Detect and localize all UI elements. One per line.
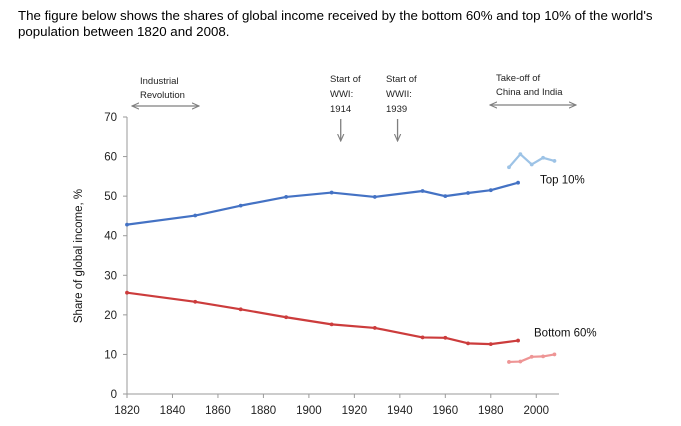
- data-point: [238, 307, 243, 312]
- data-point: [125, 222, 129, 227]
- annotation-takeoff-text: China and India: [496, 87, 563, 98]
- x-tick-label: 1940: [387, 405, 413, 417]
- series-label-bottom60: Bottom 60%: [534, 328, 597, 340]
- annotation-ww2-text: Start of: [386, 74, 417, 85]
- x-tick-label: 1840: [160, 405, 186, 417]
- series-label-top10: Top 10%: [540, 175, 585, 187]
- data-point: [420, 189, 425, 193]
- data-point: [372, 195, 377, 199]
- annotation-ww2-text: WWII:: [386, 89, 412, 100]
- x-tick-label: 1900: [296, 405, 322, 417]
- y-tick-label: 30: [104, 270, 117, 282]
- data-point: [552, 352, 557, 357]
- data-point: [193, 213, 198, 218]
- x-tick-label: 1960: [433, 405, 459, 417]
- annotation-takeoff-text: Take-off of: [496, 73, 541, 84]
- annotation-ww1-text: 1914: [330, 104, 351, 115]
- data-point: [466, 341, 470, 346]
- annotation-industrial-text: Industrial: [140, 76, 179, 87]
- data-point: [284, 195, 289, 199]
- data-point: [541, 354, 545, 359]
- data-point: [443, 194, 448, 199]
- annotation-industrial-text: Revolution: [140, 90, 185, 101]
- annotation-ww2-text: 1939: [386, 104, 407, 115]
- data-point: [125, 290, 129, 295]
- x-tick-label: 1880: [251, 405, 277, 417]
- y-tick-label: 20: [104, 310, 117, 322]
- data-point: [518, 152, 523, 157]
- data-point: [516, 338, 520, 343]
- y-tick-label: 0: [111, 389, 117, 401]
- x-tick-label: 2000: [523, 405, 549, 417]
- x-tick-label: 1820: [114, 405, 140, 417]
- data-point: [541, 155, 545, 160]
- annotation-ww1-text: WWI:: [330, 89, 353, 100]
- data-point: [420, 335, 425, 340]
- data-point: [466, 191, 470, 195]
- data-point: [529, 354, 534, 359]
- data-point: [372, 326, 377, 330]
- series-line-2: [126, 291, 519, 346]
- y-tick-label: 60: [104, 152, 117, 164]
- data-point: [529, 162, 534, 167]
- data-point: [329, 190, 334, 195]
- data-point: [443, 335, 448, 340]
- data-point: [507, 165, 511, 170]
- data-point: [552, 159, 557, 163]
- data-point: [284, 315, 289, 320]
- data-point: [488, 342, 493, 347]
- x-tick-label: 1860: [205, 405, 231, 417]
- data-point: [507, 360, 511, 364]
- x-tick-label: 1920: [342, 405, 368, 417]
- data-point: [518, 359, 523, 364]
- x-tick-label: 1980: [478, 405, 504, 417]
- data-point: [329, 322, 334, 327]
- data-point: [238, 203, 243, 208]
- y-tick-label: 50: [104, 191, 117, 203]
- series-line-0: [126, 181, 519, 226]
- y-tick-label: 10: [104, 349, 117, 361]
- y-axis-title: Share of global income, %: [73, 189, 85, 323]
- intro-text: The figure below shows the shares of glo…: [18, 8, 653, 39]
- annotation-ww1-text: Start of: [330, 74, 361, 85]
- y-tick-label: 40: [104, 231, 117, 243]
- data-point: [193, 299, 198, 304]
- data-point: [516, 180, 520, 185]
- data-point: [488, 188, 493, 193]
- y-tick-label: 70: [104, 112, 117, 124]
